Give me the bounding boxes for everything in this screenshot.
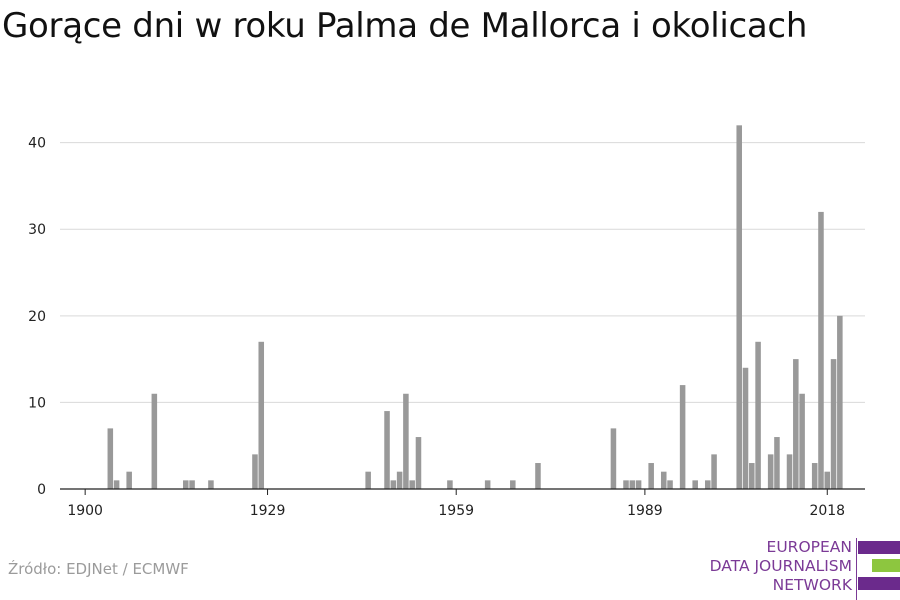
bar [767,454,774,489]
x-tick-label: 1900 [67,503,103,519]
bar [793,359,799,489]
bar [811,463,818,489]
bar [824,471,831,489]
bar [786,454,793,489]
axes: 0 10 20 30 40 1900 1929 1959 1989 2018 [28,136,865,519]
bar [535,463,541,489]
x-tick-label: 1959 [438,503,474,519]
bar [818,211,824,489]
bar [415,437,422,489]
y-tick-label: 20 [28,309,46,325]
bar [679,385,686,489]
bar [183,480,189,489]
logo-line-2: DATA JOURNALISM [709,557,852,575]
bar [837,315,843,489]
bar-chart: 0 10 20 30 40 1900 1929 1959 1989 2018 [28,125,865,519]
bar [113,480,120,489]
logo-line-3: NETWORK [772,576,852,594]
bar [692,480,698,489]
bar [208,480,214,489]
bar [384,411,390,489]
y-tick-label: 40 [28,136,46,152]
bar [409,480,415,489]
x-tick-label: 1989 [627,503,663,519]
x-tick-label: 2018 [809,503,845,519]
y-tick-label: 10 [28,395,46,411]
bar [742,367,749,489]
bar [258,341,265,489]
bar [667,480,673,489]
bar [635,480,642,489]
bar [107,428,114,489]
bar [510,480,516,489]
bar [126,471,132,489]
bar [252,454,258,489]
bar [623,480,629,489]
y-tick-label: 30 [28,222,46,238]
bar [396,471,403,489]
bar [799,393,805,489]
bar [711,454,717,489]
bar [189,480,195,489]
logo-bar-purple-bottom [858,577,900,590]
bar [390,480,397,489]
bar [403,393,409,489]
bar [629,480,636,489]
edjnet-logo: EUROPEAN DATA JOURNALISM NETWORK [700,538,900,600]
bar [736,125,742,490]
bars [107,125,843,490]
x-tick-label: 1929 [250,503,286,519]
logo-bar-purple-top [858,541,900,554]
logo-divider [856,538,857,600]
bar [755,341,761,489]
bar [447,480,453,489]
bar [830,359,837,489]
bar [484,480,491,489]
bar [648,463,654,489]
chart-title: Gorące dni w roku Palma de Mallorca i ok… [2,6,808,46]
bar [151,393,158,489]
logo-line-1: EUROPEAN [766,538,852,556]
bar [365,471,371,489]
grid-lines [60,142,865,403]
bar [610,428,617,489]
logo-bar-green [872,559,900,572]
bar [749,463,755,489]
y-tick-label: 0 [37,482,46,498]
source-note: Źródło: EDJNet / ECMWF [8,560,189,578]
bar [705,480,711,489]
bar [774,437,780,489]
bar [660,471,667,489]
